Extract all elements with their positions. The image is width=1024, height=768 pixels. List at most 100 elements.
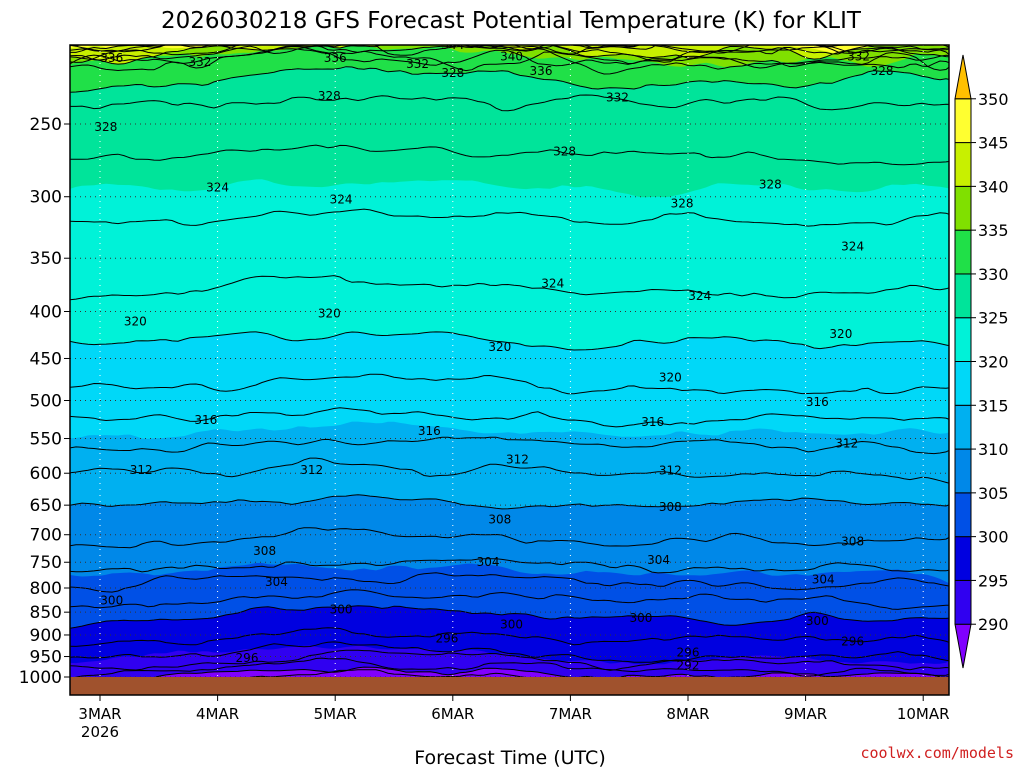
- contour-label-308: 308: [488, 513, 511, 527]
- grid-lines: [70, 45, 949, 695]
- x-tick-label-5MAR: 5MAR: [314, 705, 357, 723]
- colorbar-swatch-295: [954, 536, 972, 581]
- colorbar-tick-label-320: 320: [978, 353, 1009, 372]
- plot-frame: [69, 44, 950, 696]
- y-tick-label-950: 950: [30, 648, 62, 668]
- contour-340: [70, 45, 949, 65]
- contour-label-300: 300: [330, 602, 353, 616]
- contour-label-320: 320: [659, 371, 682, 385]
- contour-316: [70, 407, 949, 428]
- contour-308: [70, 527, 949, 549]
- colorbar-tick-label-300: 300: [978, 528, 1009, 547]
- contour-label-320: 320: [829, 327, 852, 341]
- contour-label-312: 312: [130, 463, 153, 477]
- contour-320: [70, 331, 949, 351]
- contour-336: [70, 45, 949, 68]
- colorbar-swatch-315: [954, 361, 972, 406]
- contour-label-312: 312: [659, 464, 682, 478]
- contour-300: [70, 605, 949, 629]
- contour-302: [70, 589, 949, 610]
- x-tick-label-3MAR: 3MAR: [78, 705, 121, 723]
- colorbar-tick-label-325: 325: [978, 309, 1009, 328]
- x-tick-label-9MAR: 9MAR: [784, 705, 827, 723]
- x-axis-label: Forecast Time (UTC): [414, 747, 605, 768]
- contour-label-336: 336: [100, 51, 123, 65]
- contour-label-308: 308: [659, 500, 682, 514]
- y-tick-label-500: 500: [30, 392, 62, 412]
- contour-label-296: 296: [435, 632, 458, 646]
- y-tick-label-550: 550: [30, 430, 62, 450]
- x-tick-label-10MAR: 10MAR: [897, 705, 950, 723]
- contour-label-320: 320: [124, 314, 147, 328]
- x-tick-year: 2026: [81, 723, 119, 741]
- contour-326: [70, 144, 949, 166]
- contour-label-332: 332: [406, 57, 429, 71]
- contour-324: [70, 208, 949, 227]
- contour-label-332: 332: [847, 49, 870, 63]
- colorbar-tick-label-290: 290: [978, 615, 1009, 634]
- colorbar: 290 295 300 305 310 315 320 325 330 335 340 345 350: [954, 54, 1009, 669]
- y-tick-label-750: 750: [30, 553, 62, 573]
- colorbar-swatch-290: [954, 579, 972, 625]
- y-tick-label-300: 300: [30, 188, 62, 208]
- contour-304: [70, 572, 949, 593]
- colorbar-extend-high: [954, 54, 972, 100]
- contour-label-300: 300: [806, 614, 829, 628]
- y-tick-label-400: 400: [30, 302, 62, 322]
- contour-294: [70, 649, 949, 671]
- plot-area: 336 332 336 3323443283403363323323283283283…: [70, 38, 949, 695]
- contour-328: [70, 94, 949, 112]
- colorbar-tick-label-335: 335: [978, 221, 1009, 240]
- colorbar-swatch-330: [954, 229, 972, 275]
- contour-label-312: 312: [835, 437, 858, 451]
- colorbar-tick-label-315: 315: [978, 396, 1009, 415]
- colorbar-tick-label-310: 310: [978, 440, 1009, 459]
- credit-text: coolwx.com/models: [860, 744, 1014, 762]
- colorbar-swatch-340: [954, 142, 972, 187]
- contour-label-316: 316: [194, 413, 217, 427]
- contour-label-332: 332: [606, 91, 629, 105]
- colorbar-tick-label-345: 345: [978, 134, 1009, 153]
- contour-label-328: 328: [759, 178, 782, 192]
- contour-label-304: 304: [265, 575, 288, 589]
- contour-label-324: 324: [330, 192, 353, 206]
- contour-318: [70, 373, 949, 395]
- y-tick-label-350: 350: [30, 249, 62, 269]
- colorbar-swatch-300: [954, 492, 972, 538]
- colorbar-tick-label-295: 295: [978, 571, 1009, 590]
- contour-label-300: 300: [100, 593, 123, 607]
- contour-label-300: 300: [630, 611, 653, 625]
- y-tick-label-700: 700: [30, 526, 62, 546]
- contour-310: [70, 494, 949, 510]
- contour-label-328: 328: [671, 196, 694, 210]
- contour-332: [70, 48, 949, 75]
- y-tick-label-650: 650: [30, 496, 62, 516]
- colorbar-tick-label-350: 350: [978, 90, 1009, 109]
- contour-label-312: 312: [300, 463, 323, 477]
- contour-label-296: 296: [236, 651, 259, 665]
- x-tick-label-7MAR: 7MAR: [549, 705, 592, 723]
- y-tick-label-450: 450: [30, 349, 62, 369]
- colorbar-tick-label-305: 305: [978, 484, 1009, 503]
- contour-label-316: 316: [641, 415, 664, 429]
- contour-322: [70, 275, 949, 301]
- contour-338: [70, 45, 949, 63]
- band-325: [70, 45, 949, 198]
- contour-label-304: 304: [812, 572, 835, 586]
- contour-label-316: 316: [418, 424, 441, 438]
- contour-label-300: 300: [500, 618, 523, 632]
- contour-label-328: 328: [871, 64, 894, 78]
- contour-314: [70, 436, 949, 455]
- y-tick-label-900: 900: [30, 626, 62, 646]
- contour-label-344: 344: [441, 38, 464, 52]
- colorbar-tick-label-330: 330: [978, 265, 1009, 284]
- y-tick-label-1000: 1000: [19, 668, 62, 688]
- y-tick-label-850: 850: [30, 603, 62, 623]
- contour-label-296: 296: [841, 635, 864, 649]
- colorbar-swatch-325: [954, 273, 972, 319]
- contour-label-324: 324: [541, 277, 564, 291]
- contour-label-324: 324: [688, 289, 711, 303]
- contour-298: [70, 627, 949, 647]
- contour-label-324: 324: [206, 180, 229, 194]
